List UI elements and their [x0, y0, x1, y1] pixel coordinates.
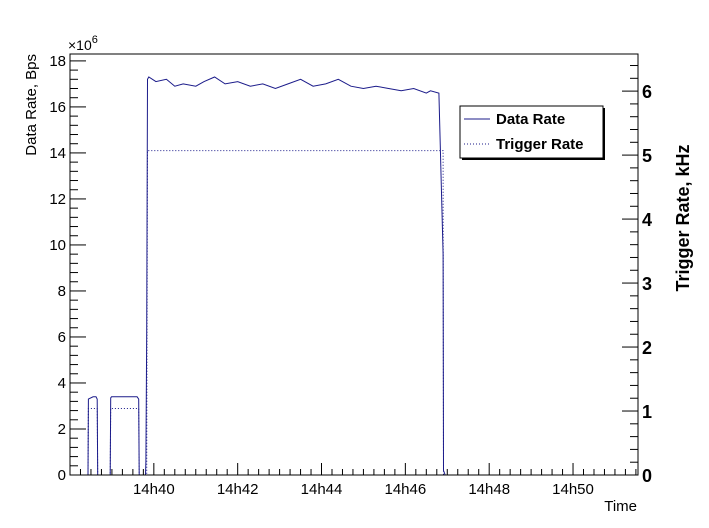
- left-tick-label: 10: [49, 237, 66, 254]
- legend-box: [459, 105, 604, 159]
- legend: Data Rate Trigger Rate: [459, 105, 605, 160]
- x-tick-label: 14h46: [384, 481, 426, 498]
- left-axis-multiplier: ×106: [68, 34, 98, 53]
- right-axis: 0 1 2 3 4 5 6: [622, 65, 652, 486]
- left-tick-label: 6: [58, 329, 66, 346]
- right-tick-label: 6: [642, 82, 652, 102]
- left-tick-label: 2: [58, 421, 66, 438]
- series-layer: [87, 76, 638, 476]
- multiplier-base: ×10: [68, 37, 92, 53]
- right-tick-label: 5: [642, 146, 652, 166]
- multiplier-exponent: 6: [92, 34, 98, 46]
- left-tick-label: 12: [49, 191, 66, 208]
- left-tick-label: 8: [58, 283, 66, 300]
- x-tick-label: 14h42: [217, 481, 259, 498]
- left-tick-label: 14: [49, 145, 66, 162]
- legend-shadow-bottom: [462, 158, 605, 160]
- series-line-data-rate: [87, 76, 638, 476]
- right-tick-label: 0: [642, 466, 652, 486]
- series-line-trigger-rate: [87, 150, 638, 476]
- y-axis-right-title: Trigger Rate, kHz: [673, 144, 693, 291]
- x-tick-label: 14h44: [301, 481, 343, 498]
- right-tick-label: 1: [642, 402, 652, 422]
- left-tick-label: 0: [58, 467, 66, 484]
- x-axis-title: Time: [604, 498, 637, 515]
- right-tick-label: 2: [642, 338, 652, 358]
- plot-frame: [69, 53, 639, 476]
- right-tick-label: 3: [642, 274, 652, 294]
- left-tick-label: 18: [49, 53, 66, 70]
- left-tick-label: 4: [58, 375, 66, 392]
- legend-label-data-rate: Data Rate: [496, 111, 565, 128]
- left-tick-label: 16: [49, 99, 66, 116]
- x-tick-label: 14h48: [468, 481, 510, 498]
- x-tick-label: 14h50: [552, 481, 594, 498]
- x-axis: 14h40 14h42 14h44 14h46 14h48 14h50: [79, 463, 637, 498]
- left-axis: 0 2 4 6 8 10 12 14 16 18: [49, 53, 86, 484]
- legend-label-trigger-rate: Trigger Rate: [496, 136, 584, 153]
- legend-shadow: [603, 108, 605, 160]
- right-tick-label: 4: [642, 210, 652, 230]
- y-axis-left-title: Data Rate, Bps: [23, 54, 40, 156]
- x-tick-label: 14h40: [133, 481, 175, 498]
